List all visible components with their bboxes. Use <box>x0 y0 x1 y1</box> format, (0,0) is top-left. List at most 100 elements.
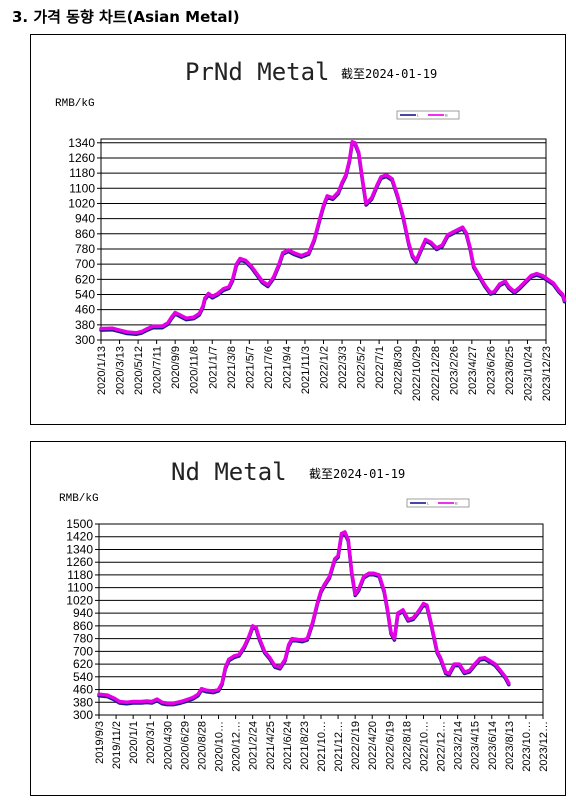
data-point <box>418 250 422 254</box>
data-point <box>286 248 290 252</box>
data-point <box>300 638 304 642</box>
data-point <box>278 665 282 669</box>
data-point <box>179 699 183 704</box>
data-point <box>457 227 461 231</box>
y-tick-label: 300 <box>73 708 93 722</box>
y-tick-label: 540 <box>73 670 93 684</box>
x-tick-label: 2021/2/24 <box>248 721 260 770</box>
data-point <box>444 670 448 674</box>
data-point <box>488 659 492 663</box>
data-point <box>319 589 323 593</box>
data-point <box>462 670 466 674</box>
data-point <box>165 701 169 705</box>
x-tick-label: 2022/8/18 <box>401 721 413 770</box>
legend-label: B <box>445 113 448 118</box>
data-point <box>112 696 116 700</box>
x-tick-label: 2022/10/29 <box>411 346 423 401</box>
data-point <box>362 574 366 579</box>
x-tick-label: 2020/10… <box>214 721 226 772</box>
y-tick-label: 860 <box>73 619 93 633</box>
data-point <box>124 700 128 704</box>
data-point <box>375 182 379 187</box>
x-tick-label: 2022/8/30 <box>393 346 405 395</box>
data-point <box>336 554 340 558</box>
x-tick-label: 2021/11/3 <box>300 346 312 394</box>
data-point <box>357 587 361 591</box>
x-tick-label: 2022/10… <box>418 721 430 772</box>
data-point <box>353 141 357 145</box>
data-point <box>125 330 129 334</box>
y-tick-label: 1260 <box>66 555 93 569</box>
data-point <box>401 215 405 219</box>
y-tick-label: 1340 <box>66 542 93 556</box>
data-point <box>336 190 340 194</box>
data-point <box>201 304 205 308</box>
data-point <box>211 689 215 693</box>
data-point <box>266 283 270 287</box>
data-point <box>390 177 394 181</box>
data-point <box>231 277 235 281</box>
data-point <box>316 600 320 604</box>
data-point <box>350 570 354 574</box>
data-point <box>451 230 455 234</box>
data-point <box>169 315 174 319</box>
data-point <box>457 662 461 666</box>
data-point <box>277 262 281 266</box>
data-point <box>99 327 103 331</box>
data-point <box>461 225 465 229</box>
x-tick-label: 2021/1/7 <box>207 346 219 389</box>
data-point <box>210 294 214 298</box>
plot-area <box>100 138 547 341</box>
data-point <box>244 258 248 262</box>
y-tick-label: 1100 <box>69 181 95 195</box>
data-point <box>367 571 371 575</box>
data-point <box>242 645 246 649</box>
y-tick-label: 380 <box>75 318 95 332</box>
data-point <box>498 668 502 672</box>
data-point <box>283 657 287 661</box>
data-point <box>416 609 420 614</box>
data-point <box>205 688 209 692</box>
data-point <box>540 273 544 278</box>
data-point <box>227 657 231 661</box>
data-point <box>155 697 159 701</box>
data-point <box>364 201 368 206</box>
data-point <box>273 664 277 668</box>
x-tick-label: 2022/12/28 <box>430 346 442 401</box>
x-tick-label: 2023/4/15 <box>470 721 482 770</box>
data-point <box>423 237 428 242</box>
x-tick-label: 2020/4/30 <box>162 721 174 770</box>
data-point <box>145 699 149 703</box>
data-point <box>468 245 472 249</box>
x-tick-label: 2023/12… <box>538 721 550 772</box>
x-tick-label: 2020/6/29 <box>179 721 191 770</box>
x-tick-label: 2021/4/25 <box>265 721 277 770</box>
x-tick-label: 2021/12… <box>333 721 345 772</box>
x-tick-label: 2020/3/1 <box>145 721 157 764</box>
x-tick-label: 2021/3/8 <box>226 346 238 389</box>
x-tick-label: 2021/6/24 <box>282 721 294 770</box>
data-point <box>160 324 164 328</box>
x-tick-label: 2019/9/3 <box>94 721 106 764</box>
data-point <box>377 573 381 577</box>
x-tick-label: 2022/2/19 <box>350 721 362 770</box>
data-point <box>535 272 539 276</box>
data-point <box>312 237 316 242</box>
data-point <box>483 656 487 660</box>
y-tick-label: 620 <box>75 272 95 286</box>
data-point <box>223 665 227 669</box>
data-point <box>503 675 507 679</box>
data-point <box>232 654 236 658</box>
data-point <box>488 291 492 295</box>
data-point <box>478 656 482 661</box>
data-point <box>447 672 451 676</box>
x-tick-label: 2021/10… <box>316 721 328 772</box>
x-tick-label: 2023/10/24 <box>522 346 534 401</box>
legend-label: L <box>427 501 430 506</box>
data-point <box>446 233 450 237</box>
data-point <box>172 701 176 705</box>
data-point <box>216 687 221 692</box>
data-point <box>492 290 496 294</box>
data-point <box>435 649 439 653</box>
